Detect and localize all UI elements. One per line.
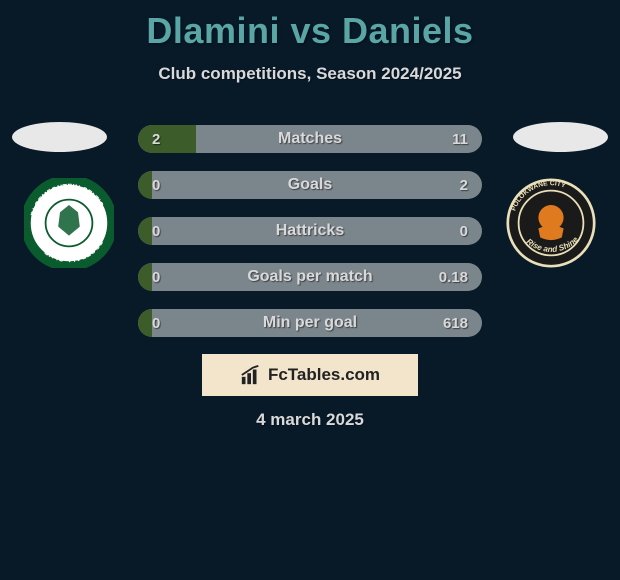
stat-label: Matches [138,130,482,148]
page-subtitle: Club competitions, Season 2024/2025 [0,64,620,84]
club-badge-right: POLOKWANE CITY Rise and Shine [506,178,596,268]
stat-row-goals: 0 Goals 2 [138,171,482,199]
club-left-icon: BLOEMFONTEIN CELTIC FOOTBALL CLUB [24,178,114,268]
stat-label: Goals [138,176,482,194]
stat-label: Min per goal [138,314,482,332]
stat-right-value: 618 [443,315,468,332]
stat-row-hattricks: 0 Hattricks 0 [138,217,482,245]
player-right-silhouette [513,122,608,152]
stat-row-min-per-goal: 0 Min per goal 618 [138,309,482,337]
stats-panel: 2 Matches 11 0 Goals 2 0 Hattricks 0 0 G… [138,125,482,355]
brand-text: FcTables.com [268,365,380,385]
club-badge-left: BLOEMFONTEIN CELTIC FOOTBALL CLUB [24,178,114,268]
stat-label: Hattricks [138,222,482,240]
page-title: Dlamini vs Daniels [0,0,620,52]
club-right-icon: POLOKWANE CITY Rise and Shine [506,178,596,268]
stat-row-goals-per-match: 0 Goals per match 0.18 [138,263,482,291]
stat-right-value: 2 [460,177,468,194]
stat-row-matches: 2 Matches 11 [138,125,482,153]
brand-badge: FcTables.com [202,354,418,396]
player-left-silhouette [12,122,107,152]
comparison-card: Dlamini vs Daniels Club competitions, Se… [0,0,620,580]
stat-label: Goals per match [138,268,482,286]
stat-right-value: 11 [452,131,468,148]
stat-right-value: 0.18 [439,269,468,286]
stat-right-value: 0 [460,223,468,240]
generation-date: 4 march 2025 [0,410,620,430]
brand-chart-icon [240,364,262,386]
